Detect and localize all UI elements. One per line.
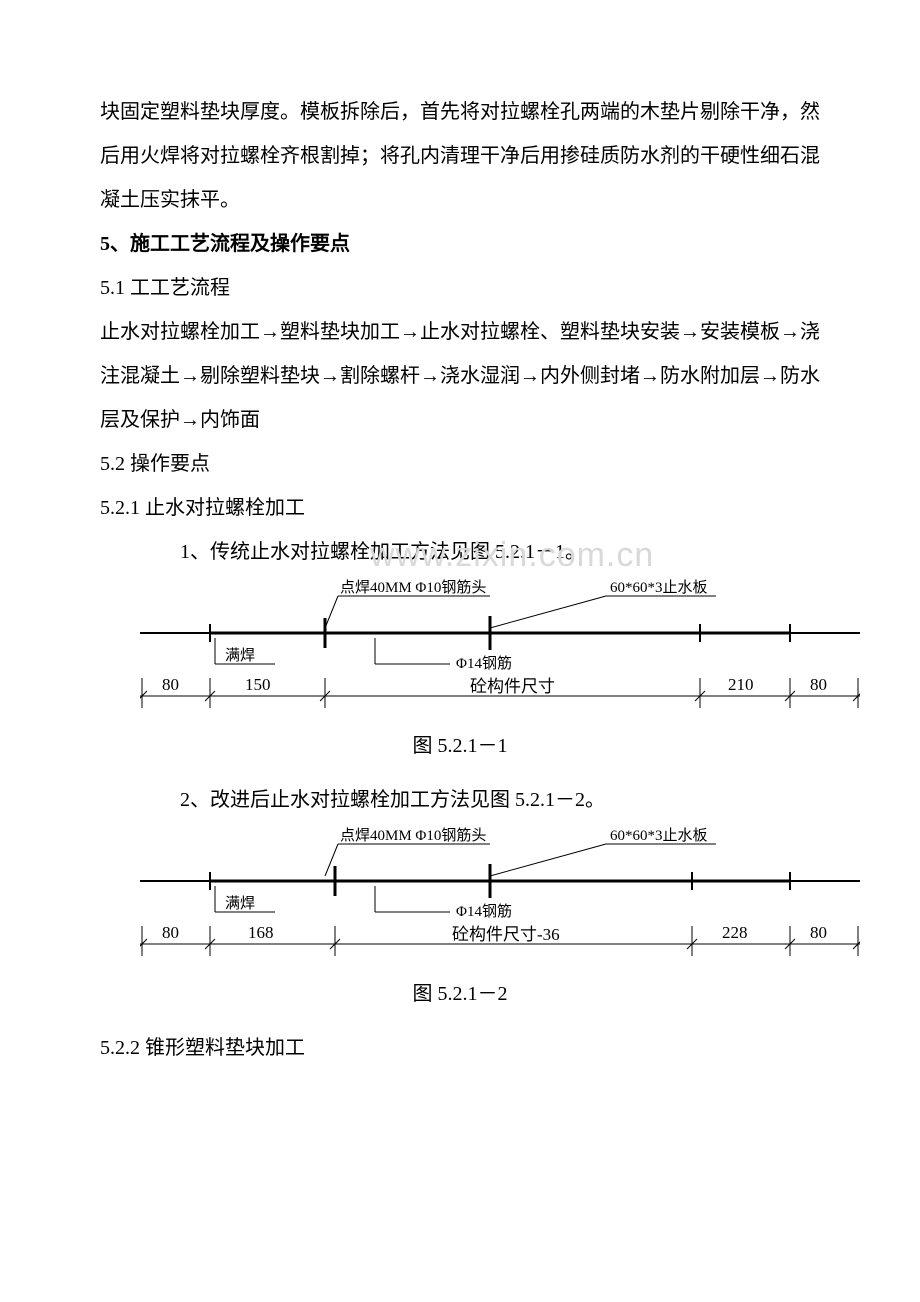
list-item-2: 2、改进后止水对拉螺栓加工方法见图 5.2.1－2。 — [100, 778, 820, 822]
diagram-5-2-1-2: 点焊40MM Φ10钢筋头 60*60*3止水板 满焊 Φ14钢筋 80 168… — [140, 826, 820, 966]
section-5-2-2: 5.2.2 锥形塑料垫块加工 — [100, 1026, 820, 1070]
label-phi14-1: Φ14钢筋 — [456, 655, 512, 672]
label-manhan-2: 满焊 — [225, 895, 255, 912]
label-dianhan-2: 点焊40MM Φ10钢筋头 — [340, 827, 486, 844]
label-zhishui-2: 60*60*3止水板 — [610, 826, 708, 844]
dim1-mid: 砼构件尺寸 — [470, 677, 555, 696]
process-flow: 止水对拉螺栓加工→塑料垫块加工→止水对拉螺栓、塑料垫块安装→安装模板→浇注混凝土… — [100, 310, 820, 442]
section-5-2-1: 5.2.1 止水对拉螺栓加工 — [100, 486, 820, 530]
label-phi14-2: Φ14钢筋 — [456, 903, 512, 920]
heading-5: 5、施工工艺流程及操作要点 — [100, 222, 820, 266]
figure-caption-2: 图 5.2.1－2 — [100, 972, 820, 1016]
paragraph-1: 块固定塑料垫块厚度。模板拆除后，首先将对拉螺栓孔两端的木垫片剔除干净，然后用火焊… — [100, 90, 820, 222]
dim2-b: 168 — [248, 923, 274, 942]
dim2-c: 228 — [722, 923, 748, 942]
dim2-d: 80 — [810, 923, 827, 942]
dim2-a: 80 — [162, 923, 179, 942]
dim2-mid: 砼构件尺寸-36 — [452, 925, 560, 944]
label-zhishui: 60*60*3止水板 — [610, 578, 708, 596]
figure-caption-1: 图 5.2.1－1 — [100, 724, 820, 768]
dim1-d: 80 — [810, 675, 827, 694]
label-dianhan: 点焊40MM Φ10钢筋头 — [340, 579, 486, 596]
list-item-1: 1、传统止水对拉螺栓加工方法见图 5.2.1－1。 — [100, 530, 820, 574]
section-5-2: 5.2 操作要点 — [100, 442, 820, 486]
section-5-1: 5.1 工工艺流程 — [100, 266, 820, 310]
label-manhan-1: 满焊 — [225, 647, 255, 664]
dim1-c: 210 — [728, 675, 754, 694]
diagram-5-2-1-1: 点焊40MM Φ10钢筋头 60*60*3止水板 满焊 Φ14钢筋 80 150… — [140, 578, 820, 718]
dim1-b: 150 — [245, 675, 271, 694]
dim1-a: 80 — [162, 675, 179, 694]
